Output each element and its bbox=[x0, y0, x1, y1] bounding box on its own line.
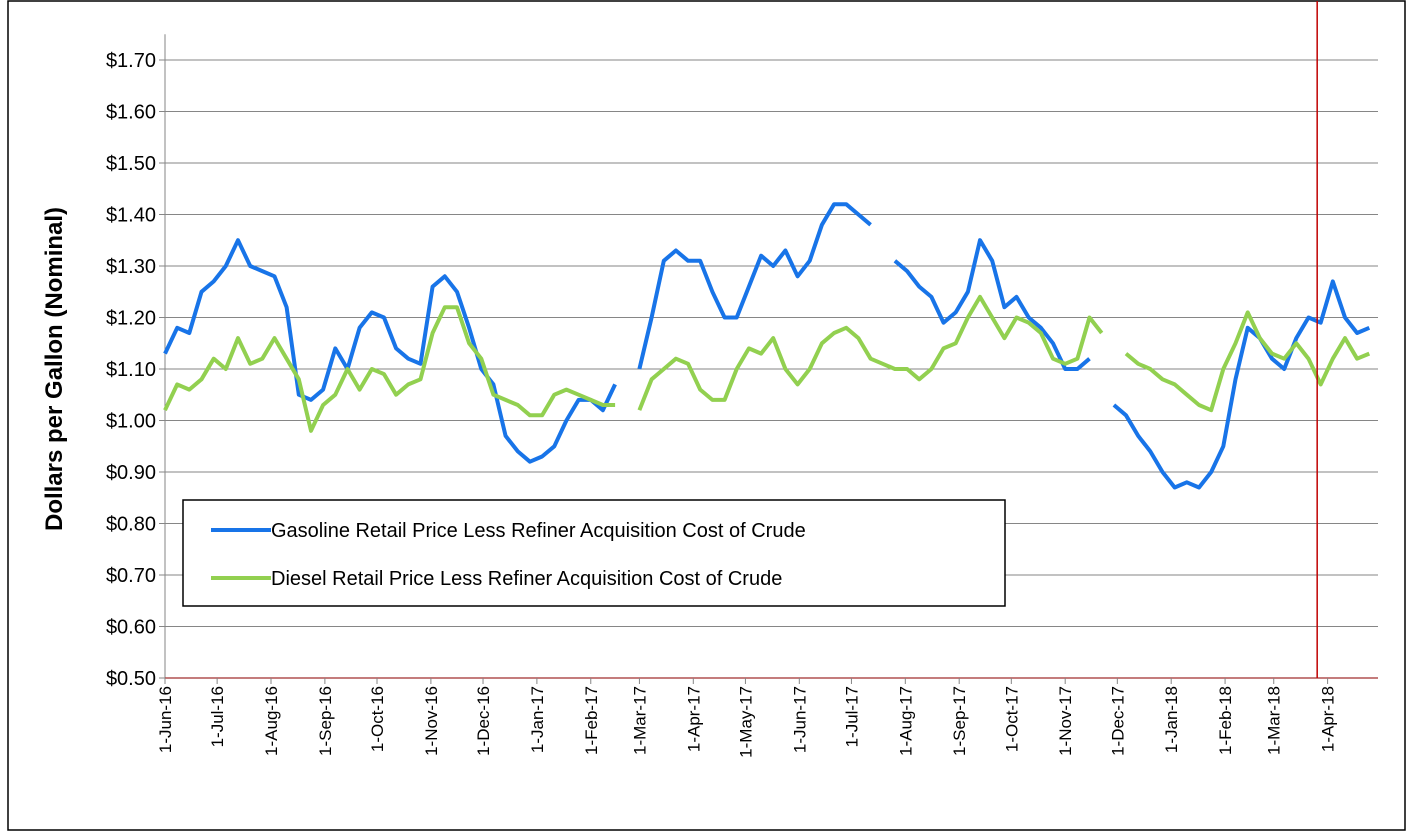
y-tick-label: $1.70 bbox=[106, 50, 156, 72]
legend-box bbox=[182, 499, 1006, 607]
x-tick-label: 1-Mar-18 bbox=[1265, 686, 1284, 755]
series-line bbox=[637, 202, 872, 370]
x-tick-label: 1-Jan-17 bbox=[528, 686, 547, 753]
y-tick-label: $1.00 bbox=[106, 411, 156, 433]
x-tick-label: 1-Mar-17 bbox=[630, 686, 649, 755]
x-tick-label: 1-Dec-17 bbox=[1108, 686, 1127, 756]
x-tick-label: 1-Jul-17 bbox=[842, 686, 861, 747]
x-tick-label: 1-May-17 bbox=[736, 686, 755, 758]
legend-label: Diesel Retail Price Less Refiner Acquisi… bbox=[271, 568, 782, 590]
x-tick-label: 1-Aug-16 bbox=[262, 686, 281, 756]
y-tick-label: $1.10 bbox=[106, 359, 156, 381]
x-tick-label: 1-Dec-16 bbox=[474, 686, 493, 756]
x-tick-label: 1-Feb-18 bbox=[1216, 686, 1235, 755]
series-line bbox=[163, 238, 617, 464]
x-tick-label: 1-Jun-17 bbox=[790, 686, 809, 753]
x-tick-label: 1-Apr-18 bbox=[1319, 686, 1338, 752]
x-tick-label: 1-Jan-18 bbox=[1162, 686, 1181, 753]
series-line bbox=[1112, 279, 1371, 490]
y-tick-label: $1.40 bbox=[106, 205, 156, 227]
y-tick-label: $1.20 bbox=[106, 308, 156, 330]
x-tick-label: 1-Jul-16 bbox=[208, 686, 227, 747]
x-tick-label: 1-Feb-17 bbox=[582, 686, 601, 755]
y-tick-label: $1.60 bbox=[106, 102, 156, 124]
legend-label: Gasoline Retail Price Less Refiner Acqui… bbox=[271, 520, 806, 542]
y-tick-label: $0.80 bbox=[106, 514, 156, 536]
y-tick-label: $1.30 bbox=[106, 256, 156, 278]
y-tick-label: $1.50 bbox=[106, 153, 156, 175]
x-tick-label: 1-Apr-17 bbox=[684, 686, 703, 752]
x-tick-label: 1-Sep-16 bbox=[316, 686, 335, 756]
x-tick-label: 1-Sep-17 bbox=[950, 686, 969, 756]
y-axis-label: Dollars per Gallon (Nominal) bbox=[41, 207, 68, 531]
series-line bbox=[1124, 310, 1371, 413]
y-tick-label: $0.90 bbox=[106, 462, 156, 484]
chart-border bbox=[7, 0, 1406, 831]
x-tick-label: 1-Jun-16 bbox=[156, 686, 175, 753]
y-tick-label: $0.70 bbox=[106, 565, 156, 587]
series-line bbox=[637, 294, 1104, 411]
x-tick-label: 1-Nov-16 bbox=[422, 686, 441, 756]
series-line bbox=[163, 305, 616, 433]
series-line bbox=[893, 238, 1091, 371]
x-tick-label: 1-Oct-17 bbox=[1002, 686, 1021, 752]
y-tick-label: $0.60 bbox=[106, 617, 156, 639]
y-tick-label: $0.50 bbox=[106, 668, 156, 690]
x-tick-label: 1-Aug-17 bbox=[896, 686, 915, 756]
x-tick-label: 1-Nov-17 bbox=[1056, 686, 1075, 756]
x-tick-label: 1-Oct-16 bbox=[368, 686, 387, 752]
